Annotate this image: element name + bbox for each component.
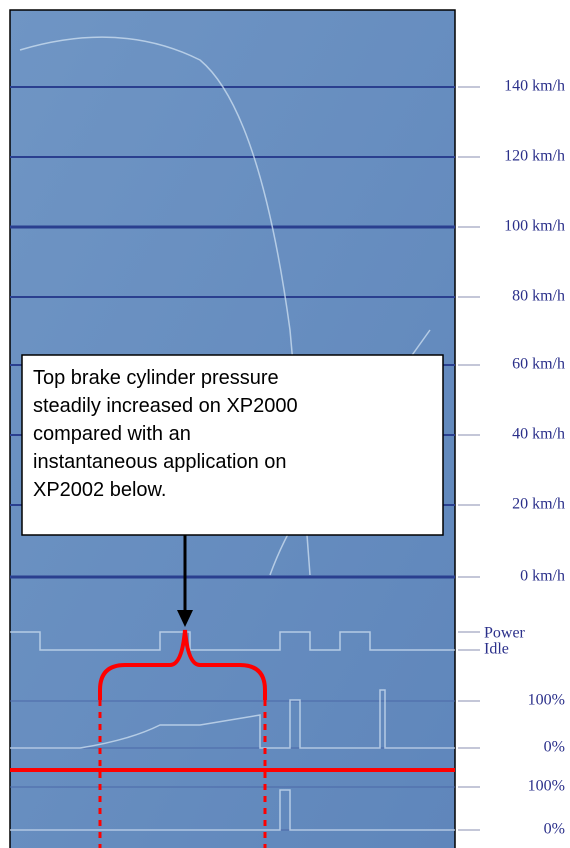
axis-label: 100 km/h	[504, 218, 565, 235]
axis-label: 60 km/h	[512, 356, 565, 373]
axis-label: Idle	[484, 641, 509, 658]
annotation-line: compared with an	[33, 423, 191, 445]
axis-label: 120 km/h	[504, 148, 565, 165]
axis-label: 100%	[528, 778, 565, 795]
axis-label: 0%	[544, 821, 565, 838]
annotation-line: steadily increased on XP2000	[33, 395, 298, 417]
axis-label: 80 km/h	[512, 288, 565, 305]
annotation-line: Top brake cylinder pressure	[33, 367, 279, 389]
axis-label: 0 km/h	[520, 568, 565, 585]
axis-label: 100%	[528, 692, 565, 709]
screenshot: Top brake cylinder pressure steadily incr…	[0, 0, 570, 848]
axis-label: Power	[484, 625, 526, 642]
axis-labels: 140 km/h 120 km/h 100 km/h 80 km/h 60 km/h 40…	[458, 78, 565, 838]
axis-label: 20 km/h	[512, 496, 565, 513]
annotation-line: instantaneous application on	[33, 451, 287, 473]
axis-label: 40 km/h	[512, 426, 565, 443]
annotation-line: XP2002 below.	[33, 479, 166, 501]
axis-label: 0%	[544, 739, 565, 756]
axis-label: 140 km/h	[504, 78, 565, 95]
